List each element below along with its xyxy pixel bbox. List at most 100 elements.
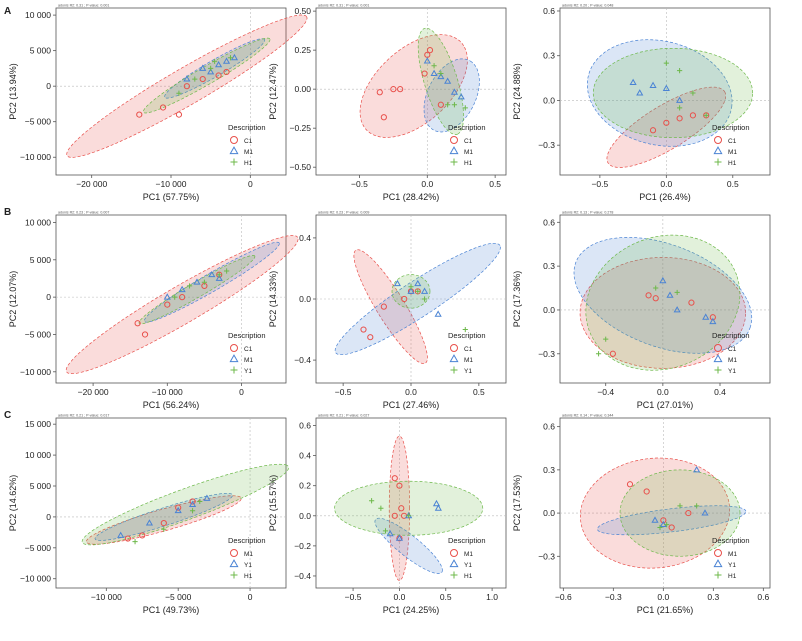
point-c1 (663, 119, 670, 126)
y-axis-label: PC2 (14.33%) (268, 271, 278, 328)
point-m1 (666, 291, 674, 298)
ellipse-m1 (586, 39, 733, 147)
point-m1 (183, 75, 191, 82)
point-m1 (673, 306, 681, 313)
point-m1 (199, 64, 207, 71)
y-tick-label: 0.6 (543, 6, 555, 16)
plot-frame (559, 214, 771, 384)
point-m1 (393, 279, 402, 287)
x-tick-label: 0.5 (440, 592, 452, 602)
adonis-stats: adonis R2: 0.23 ; P-value: 0.009 (318, 211, 369, 215)
y-axis-label: PC2 (17.36%) (512, 271, 522, 328)
x-tick-label: −0.5 (351, 179, 368, 189)
legend-marker-m1 (714, 549, 722, 557)
point-c1 (215, 72, 222, 79)
legend-label: H1 (244, 160, 253, 167)
point-h1 (663, 60, 669, 66)
legend-label: C1 (728, 346, 737, 353)
point-y1 (188, 500, 197, 507)
point-m1 (207, 68, 215, 75)
point-m1 (124, 535, 131, 542)
legend-marker-c1 (714, 344, 722, 352)
ellipse-h1 (334, 480, 484, 536)
y-tick-label: −10 000 (20, 367, 51, 377)
ellipse-m1 (388, 435, 410, 581)
y-tick-label: 0.0 (543, 508, 555, 518)
legend-marker-h1 (230, 158, 238, 166)
x-tick-label: −0.4 (597, 387, 614, 397)
point-c1 (426, 47, 434, 54)
x-tick-label: 0.5 (489, 179, 501, 189)
plot-frame (55, 7, 287, 176)
point-h1 (176, 90, 182, 96)
row-label-b: B (4, 207, 11, 218)
legend-marker-c1 (450, 344, 458, 352)
y-axis-label: PC2 (12.47%) (268, 63, 278, 120)
point-m1 (702, 313, 710, 320)
legend-marker-h1 (714, 571, 722, 579)
x-tick-label: 0.5 (727, 179, 739, 189)
point-m1 (709, 317, 717, 325)
point-c1 (676, 115, 683, 122)
point-m1 (626, 481, 634, 488)
point-h1 (406, 513, 412, 519)
adonis-stats: adonis R2: 0.20 ; P-value: 0.048 (562, 4, 613, 8)
legend-title: Description (228, 123, 266, 132)
point-m1 (230, 53, 239, 61)
point-h1 (677, 68, 683, 74)
point-m1 (643, 488, 650, 495)
ellipse-y1 (585, 234, 741, 371)
ellipse-m1 (580, 457, 730, 569)
point-m1 (391, 512, 398, 519)
point-h1 (431, 63, 437, 69)
legend-title: Description (712, 331, 750, 340)
legend-marker-m1 (450, 549, 458, 557)
point-c1 (134, 320, 141, 327)
legend-label: C1 (244, 138, 253, 145)
point-m1 (208, 270, 216, 278)
ellipse-m1 (334, 242, 501, 356)
y-tick-label: −0.4 (294, 571, 311, 581)
point-m1 (175, 504, 182, 511)
point-m1 (676, 96, 684, 103)
x-tick-label: −20 000 (78, 387, 109, 397)
plot-frame (315, 417, 507, 589)
x-tick-label: −5 000 (165, 592, 192, 602)
point-c1 (183, 83, 190, 90)
legend-marker-y1 (230, 366, 238, 374)
y-tick-label: 0.0 (543, 95, 555, 105)
y-tick-label: 0.6 (543, 217, 555, 227)
ellipse-y1 (597, 505, 747, 536)
ellipse-c1 (606, 86, 727, 168)
x-tick-label: 0.6 (757, 592, 769, 602)
legend-title: Description (448, 536, 486, 545)
plot-frame (559, 7, 771, 176)
y-tick-label: −5 000 (25, 117, 52, 127)
x-tick-label: −0.5 (345, 592, 362, 602)
point-h1 (227, 55, 234, 61)
y-tick-label: 5 000 (30, 255, 52, 265)
adonis-stats: adonis R2: 0.21 ; P-value: 0.017 (58, 414, 109, 418)
point-h1 (451, 102, 458, 108)
y-axis-label: PC2 (13.94%) (8, 63, 18, 120)
point-h1 (677, 105, 683, 111)
point-h1 (197, 498, 203, 505)
y-tick-label: −5 000 (25, 329, 52, 339)
point-h1 (192, 76, 198, 82)
y-tick-label: −5 000 (25, 543, 52, 553)
ellipse-m1 (143, 241, 280, 323)
legend-marker-h1 (230, 571, 238, 579)
point-m1 (398, 505, 405, 512)
legend-title: Description (448, 123, 486, 132)
point-m1 (636, 89, 644, 96)
x-axis-label: PC1 (27.46%) (383, 400, 440, 410)
point-y1 (674, 289, 680, 296)
point-c1 (159, 104, 167, 111)
point-c1 (649, 127, 657, 134)
legend-label: C1 (464, 138, 473, 145)
point-h1 (378, 505, 384, 511)
point-m1 (668, 524, 675, 531)
x-tick-label: 0.0 (657, 592, 669, 602)
point-c1 (136, 111, 143, 118)
